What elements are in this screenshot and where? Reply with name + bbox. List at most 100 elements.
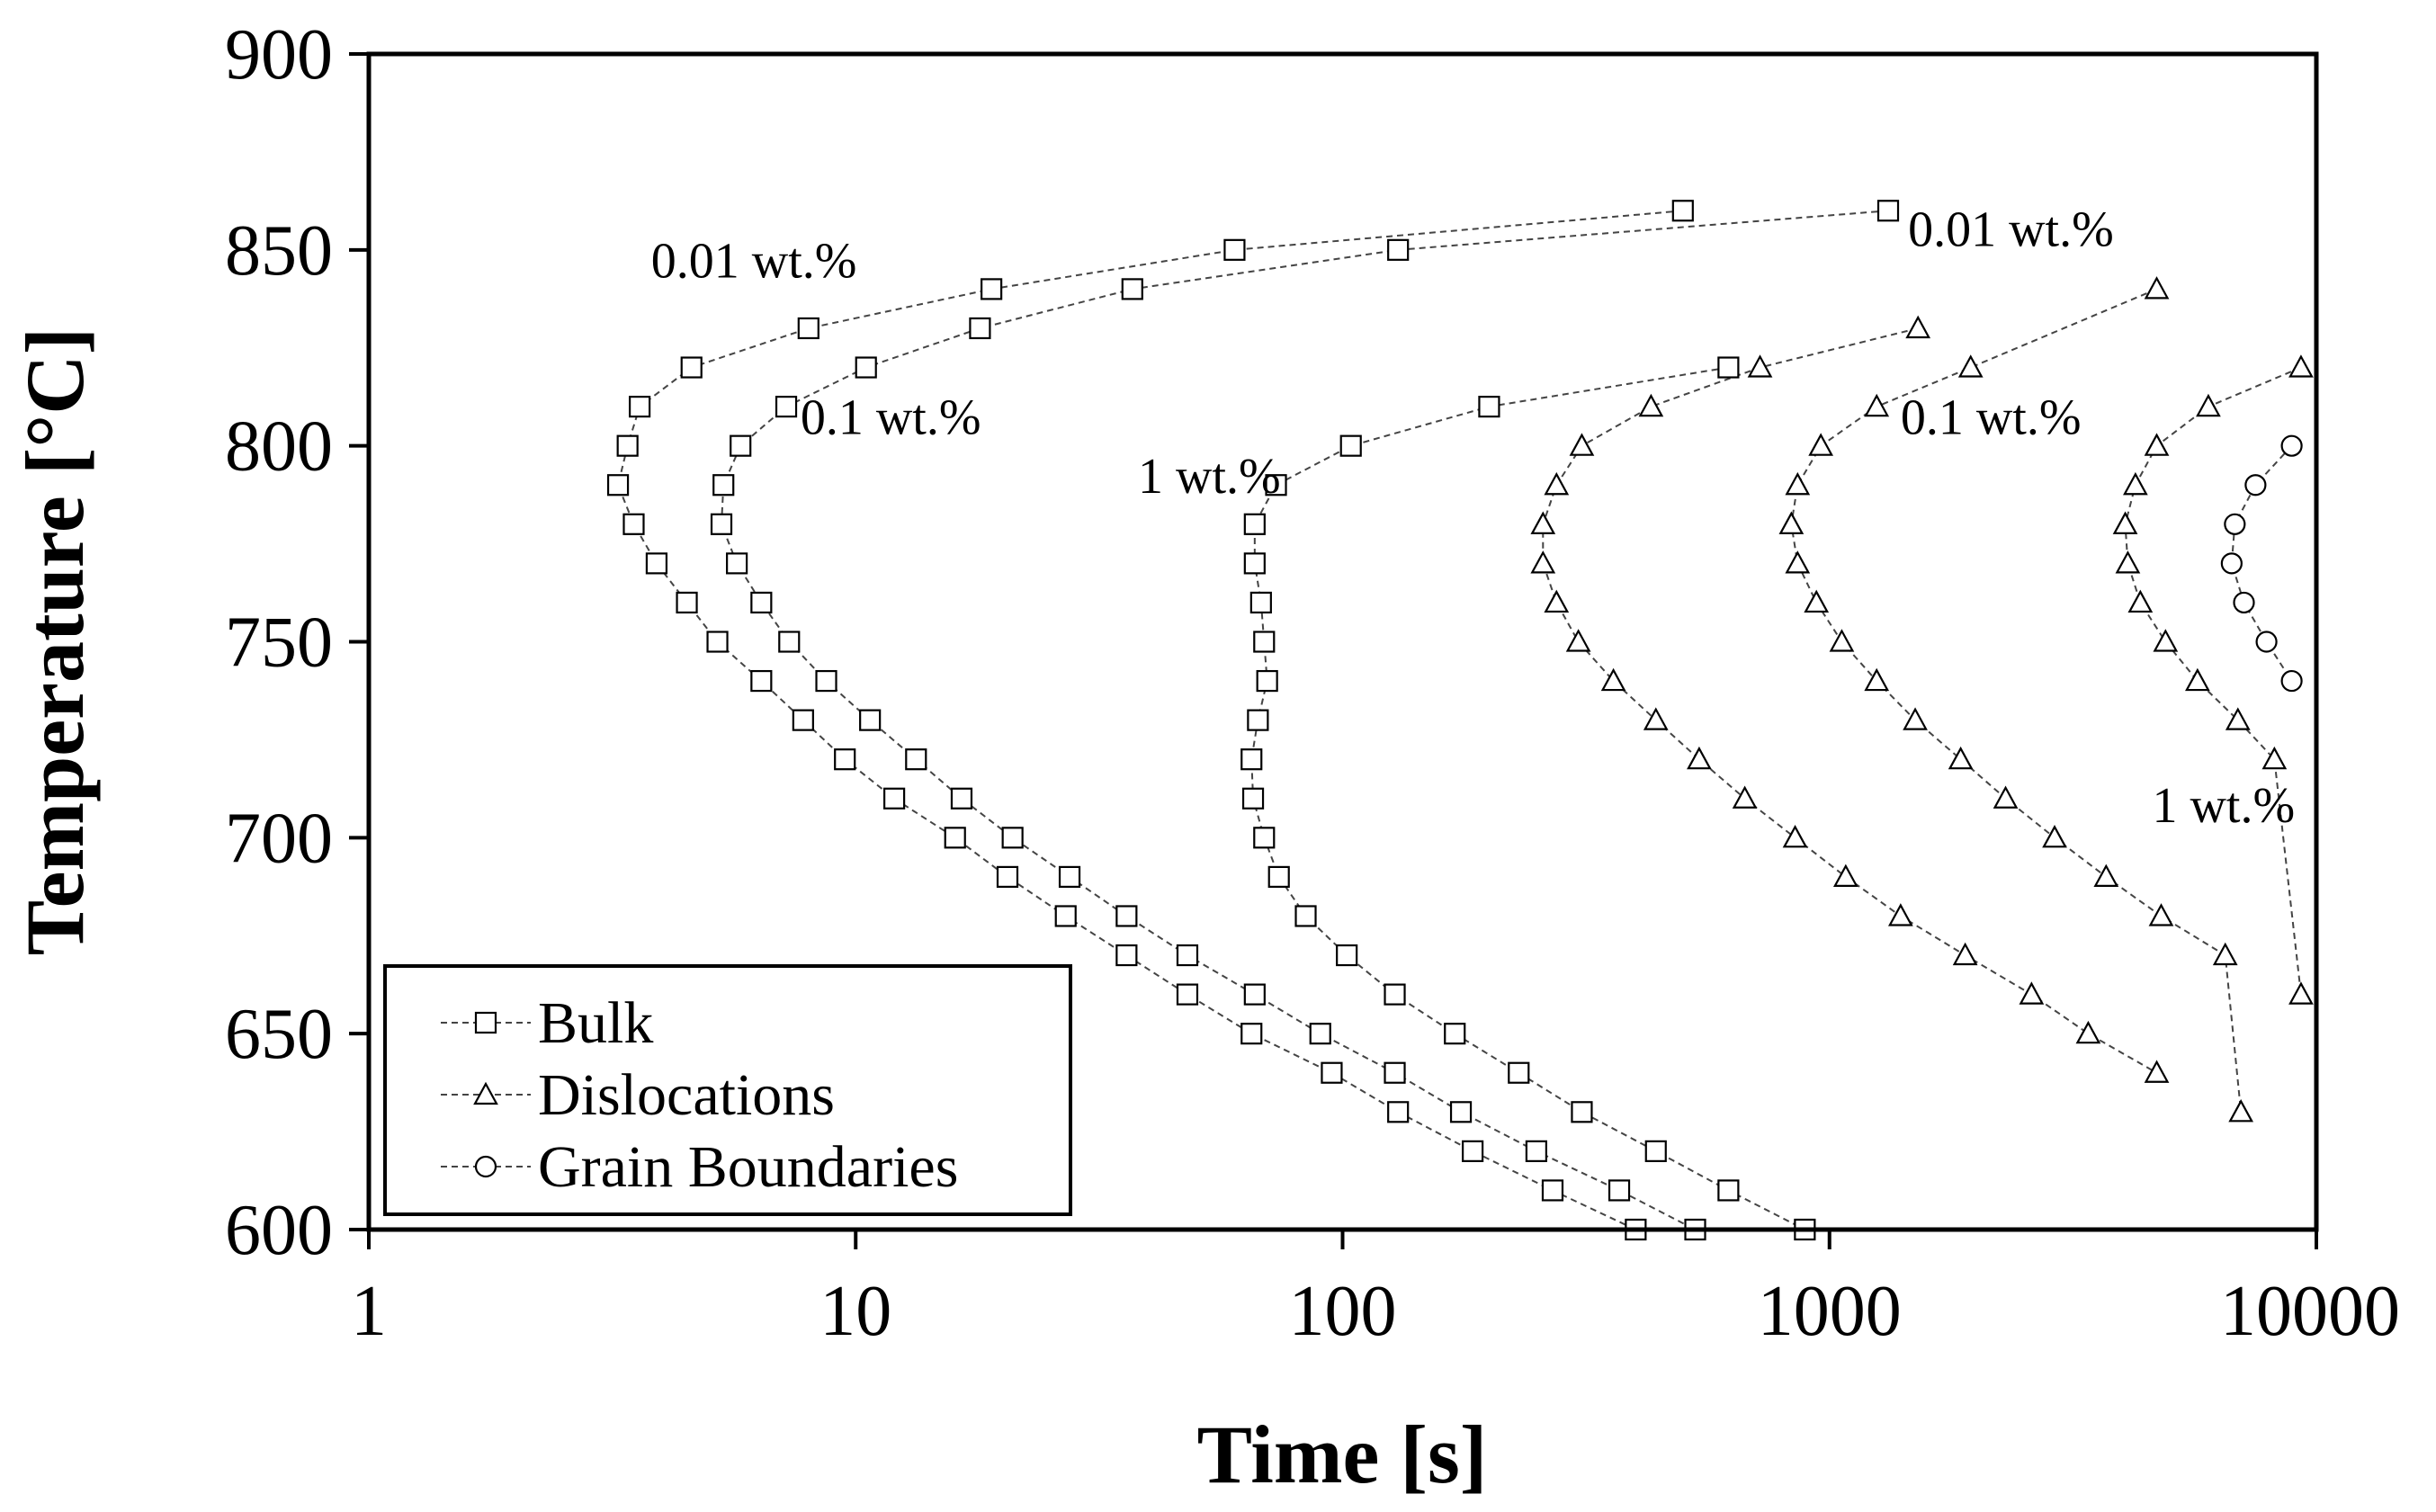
data-point-s6-5 (2112, 511, 2138, 534)
data-point-s3-16 (1336, 944, 1358, 967)
data-point-s2-14 (859, 709, 882, 731)
data-point-s3-13 (1253, 827, 1276, 849)
data-point-s3-19 (1508, 1061, 1530, 1084)
y-tick-label-650: 650 (225, 995, 333, 1074)
data-point-s2-19 (1115, 905, 1138, 927)
data-point-s7-3 (2224, 513, 2246, 535)
data-point-s5-3 (1864, 393, 1890, 417)
data-point-s2-2 (1387, 238, 1410, 261)
data-point-s1-14 (792, 709, 814, 731)
annotation-5: 0.1 wt.% (1901, 390, 2082, 446)
data-point-s6-1 (2288, 354, 2314, 378)
data-point-s1-10 (645, 552, 668, 575)
data-point-s4-2 (1747, 354, 1773, 378)
x-tick-labels: 1 10 100 1000 10000 (351, 1272, 2400, 1351)
data-point-s4-8 (1544, 589, 1570, 613)
data-point-s4-7 (1530, 550, 1556, 574)
x-tick-label-1: 1 (351, 1272, 387, 1351)
y-tick-label-750: 750 (225, 604, 333, 683)
data-point-s4-19 (2075, 1020, 2101, 1044)
data-point-s3-9 (1256, 669, 1278, 693)
data-point-s3-6 (1243, 552, 1266, 575)
data-point-s7-6 (2255, 631, 2278, 653)
data-point-s3-20 (1571, 1101, 1593, 1123)
legend-box (383, 964, 1072, 1216)
series-line-4 (1542, 327, 2158, 1074)
data-point-s7-4 (2220, 552, 2243, 575)
series-line-1 (617, 210, 1683, 1230)
data-point-s2-15 (905, 748, 927, 771)
data-point-s5-16 (2148, 903, 2174, 926)
data-point-s2-21 (1243, 983, 1266, 1006)
annotation-2: 0.1 wt.% (801, 390, 981, 446)
data-point-s5-10 (1864, 667, 1890, 692)
data-point-s1-11 (676, 591, 698, 614)
annotation-1: 0.01 wt.% (651, 233, 857, 289)
data-point-s7-2 (2244, 474, 2267, 497)
data-point-s1-8 (606, 474, 630, 497)
data-point-s3-11 (1240, 748, 1263, 771)
data-point-s5-13 (1993, 785, 2019, 809)
data-point-s5-7 (1785, 550, 1811, 574)
data-point-s6-4 (2123, 471, 2148, 496)
data-point-s3-1 (1717, 356, 1740, 379)
data-point-s6-12 (2288, 981, 2314, 1005)
data-point-s1-5 (680, 356, 703, 379)
data-point-s2-23 (1384, 1061, 1406, 1084)
data-point-s2-16 (950, 787, 973, 810)
data-point-s2-6 (775, 396, 798, 418)
data-point-s1-4 (797, 317, 819, 340)
data-point-s2-12 (778, 631, 801, 653)
data-point-s1-6 (628, 396, 651, 418)
data-point-s6-6 (2115, 550, 2141, 574)
data-point-s5-4 (1808, 433, 1834, 456)
data-point-s6-2 (2196, 393, 2221, 417)
data-point-s1-22 (1240, 1023, 1263, 1045)
legend-marker-2 (473, 1081, 498, 1105)
data-point-s1-20 (1115, 944, 1138, 967)
legend-label-3: Grain Boundaries (538, 1134, 958, 1200)
data-point-s1-24 (1387, 1101, 1410, 1123)
data-point-s1-19 (1054, 905, 1077, 927)
data-point-s1-26 (1541, 1179, 1564, 1202)
y-tick-label-900: 900 (225, 15, 333, 94)
data-point-s2-4 (969, 317, 991, 340)
data-point-s3-15 (1294, 905, 1317, 927)
data-point-s7-5 (2233, 591, 2255, 614)
data-point-s4-12 (1687, 746, 1712, 770)
y-tick-label-850: 850 (225, 211, 333, 291)
data-point-s5-18 (2228, 1099, 2254, 1123)
data-point-s5-6 (1778, 511, 1805, 534)
data-point-s2-26 (1608, 1179, 1631, 1202)
data-point-s1-12 (706, 631, 729, 653)
data-point-s3-14 (1267, 865, 1290, 889)
data-point-s1-18 (996, 865, 1019, 889)
data-point-s2-5 (855, 356, 877, 379)
data-point-s7-1 (2280, 434, 2303, 457)
data-point-s2-7 (730, 434, 752, 457)
data-point-s2-3 (1121, 278, 1143, 300)
data-point-s4-14 (1782, 825, 1808, 848)
data-point-s1-21 (1176, 983, 1199, 1006)
data-point-s4-10 (1600, 667, 1626, 692)
y-tick-labels: 600 650 700 750 800 850 900 (225, 15, 333, 1270)
data-point-s2-9 (710, 513, 733, 535)
data-point-s2-25 (1525, 1140, 1547, 1162)
data-point-s6-9 (2185, 667, 2210, 692)
data-point-s1-16 (883, 787, 906, 810)
data-point-s1-15 (834, 748, 856, 771)
data-point-s4-11 (1643, 707, 1669, 730)
x-tick-label-1000: 1000 (1758, 1272, 1902, 1351)
data-point-s5-17 (2212, 942, 2238, 966)
data-point-s2-22 (1309, 1023, 1331, 1045)
data-point-s1-17 (944, 827, 966, 849)
data-point-s1-7 (616, 434, 639, 457)
data-point-s6-7 (2127, 589, 2154, 613)
data-point-s2-13 (815, 669, 837, 693)
data-point-s4-16 (1887, 903, 1913, 926)
data-point-s4-1 (1905, 315, 1931, 339)
x-tick-label-10000: 10000 (2220, 1272, 2400, 1351)
x-axis-title: Time [s] (1197, 1409, 1488, 1500)
